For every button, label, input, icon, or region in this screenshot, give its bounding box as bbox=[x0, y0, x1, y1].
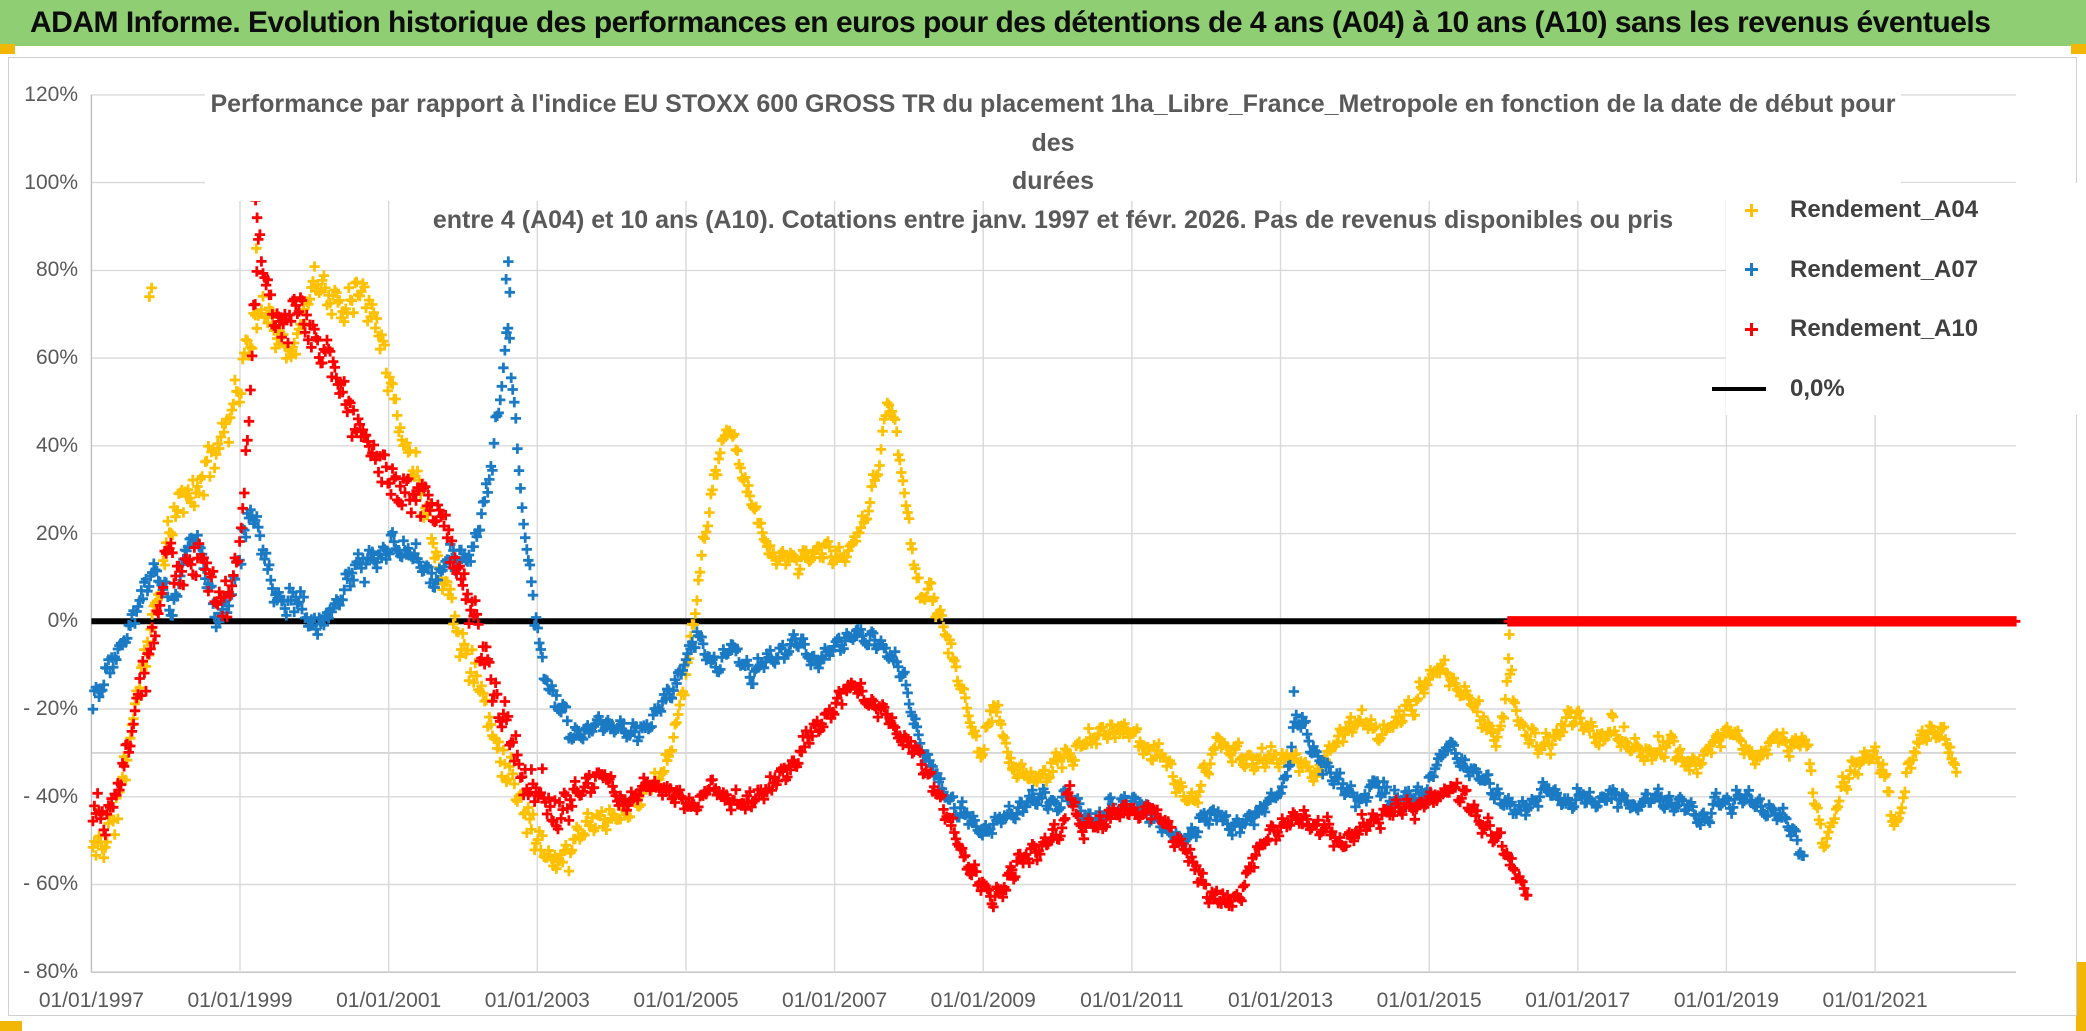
y-tick-label-60: 60% bbox=[35, 346, 78, 370]
header-title-bar[interactable]: ADAM Informe. Evolution historique des p… bbox=[0, 0, 2086, 46]
x-tick-label-2009: 01/01/2009 bbox=[930, 989, 1036, 1012]
legend-label: Rendement_A04 bbox=[1790, 196, 1979, 223]
series-rendement_a10[interactable] bbox=[87, 195, 1533, 913]
x-tick-label-2001: 01/01/2001 bbox=[336, 989, 442, 1012]
y-tick-label-100: 100% bbox=[24, 170, 78, 194]
y-tick-label-40: 40% bbox=[35, 433, 78, 457]
legend-item-rendement-a04[interactable]: Rendement_A04 bbox=[1726, 193, 2078, 227]
legend-plus-marker-icon bbox=[1726, 320, 1776, 338]
chart-title-line-3: entre 4 (A04) et 10 ans (A10). Cotations… bbox=[432, 205, 1674, 234]
y-tick-label--20: - 20% bbox=[23, 697, 78, 721]
x-tick-label-1997: 01/01/1997 bbox=[38, 989, 144, 1012]
gold-accent-right-edge bbox=[2076, 962, 2086, 1031]
legend-line-swatch bbox=[1712, 380, 1776, 398]
y-tick-label--80: - 80% bbox=[23, 960, 78, 984]
x-tick-label-2011: 01/01/2011 bbox=[1080, 989, 1184, 1012]
y-tick-label-120: 120% bbox=[24, 82, 78, 106]
y-tick-label-80: 80% bbox=[35, 258, 78, 282]
y-tick-label--60: - 60% bbox=[23, 872, 78, 896]
chart-title[interactable]: Performance par rapport à l'indice EU ST… bbox=[205, 84, 1901, 234]
chart-title-line-2: durées bbox=[1012, 167, 1094, 195]
x-tick-label-2015: 01/01/2015 bbox=[1376, 989, 1482, 1012]
x-tick-label-2017: 01/01/2017 bbox=[1525, 989, 1631, 1012]
x-tick-label-1999: 01/01/1999 bbox=[187, 989, 293, 1012]
legend-plus-marker-icon bbox=[1726, 261, 1776, 279]
chart-title-line-1: Performance par rapport à l'indice EU ST… bbox=[210, 90, 1896, 157]
gold-accent-top-right bbox=[2071, 44, 2086, 54]
x-tick-label-2003: 01/01/2003 bbox=[484, 989, 590, 1012]
x-tick-label-2013: 01/01/2013 bbox=[1227, 989, 1334, 1012]
y-tick-label-20: 20% bbox=[35, 521, 78, 545]
x-tick-label-2007: 01/01/2007 bbox=[782, 989, 888, 1012]
x-tick-label-2021: 01/01/2021 bbox=[1822, 989, 1928, 1012]
y-tick-label--40: - 40% bbox=[23, 784, 78, 808]
legend-item-rendement-a07[interactable]: Rendement_A07 bbox=[1726, 253, 2078, 287]
gold-accent-top-left bbox=[0, 44, 15, 54]
legend-label: 0,0% bbox=[1790, 374, 1845, 402]
legend-item-rendement-a10[interactable]: Rendement_A10 bbox=[1726, 312, 2078, 346]
legend-label: Rendement_A07 bbox=[1790, 255, 1979, 283]
legend[interactable]: Rendement_A04 Rendement_A07 Rendement_A10 0… bbox=[1712, 183, 2078, 415]
series-rendement_a07[interactable] bbox=[87, 256, 1809, 861]
y-tick-label-0: 0% bbox=[47, 609, 78, 633]
series-rendement_a10-zero-markers[interactable] bbox=[1503, 616, 2021, 627]
header-title-text: ADAM Informe. Evolution historique des p… bbox=[30, 6, 1991, 39]
legend-item-0-0-[interactable]: 0,0% bbox=[1712, 372, 2078, 406]
x-tick-label-2005: 01/01/2005 bbox=[633, 989, 739, 1012]
gold-accent-bottom-left bbox=[0, 1021, 22, 1031]
legend-plus-marker-icon bbox=[1726, 201, 1776, 219]
legend-label: Rendement_A10 bbox=[1790, 315, 1979, 342]
x-tick-label-2019: 01/01/2019 bbox=[1673, 989, 1779, 1012]
